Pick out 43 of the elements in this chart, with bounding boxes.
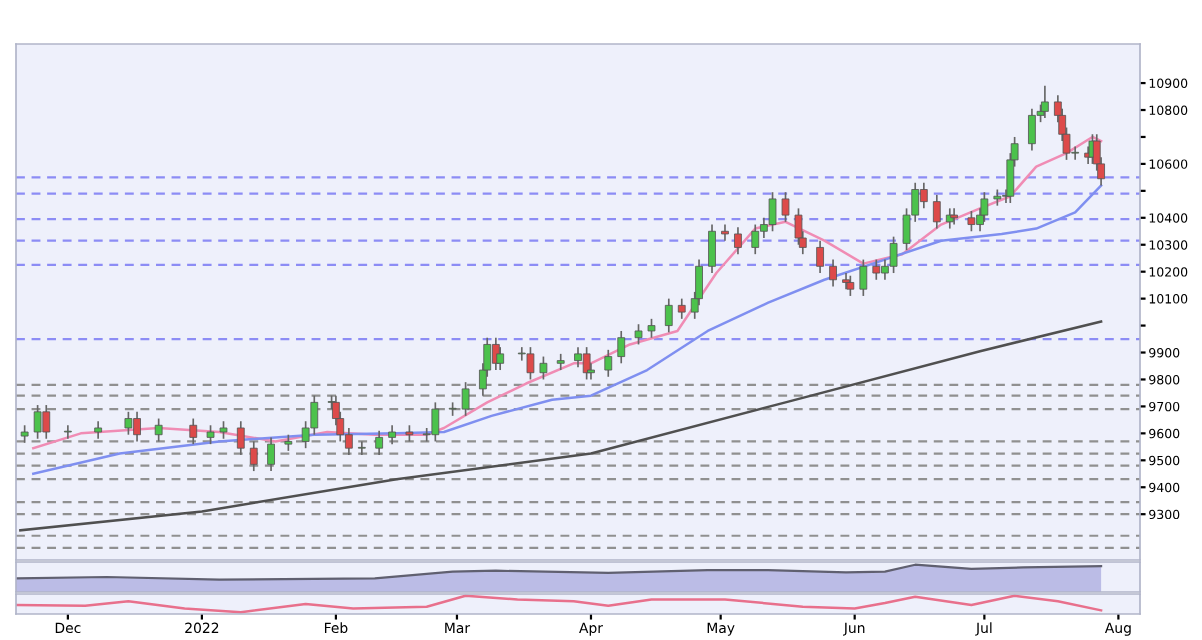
candlestick <box>357 440 366 456</box>
candlestick <box>42 404 51 440</box>
line-series <box>32 184 1103 476</box>
candlestick <box>461 381 470 417</box>
candlestick <box>206 424 215 445</box>
candlestick <box>189 417 198 445</box>
candlestick <box>33 404 42 440</box>
candlestick <box>64 424 72 440</box>
candlestick <box>375 429 384 456</box>
candlestick <box>816 239 824 274</box>
candlestick <box>154 417 163 443</box>
candlestick <box>932 194 941 230</box>
candlestick <box>889 235 898 274</box>
candlestick <box>859 258 868 297</box>
candlestick <box>768 191 777 233</box>
candlestick <box>664 297 673 334</box>
candlestick <box>919 181 928 210</box>
candlestick <box>617 330 626 365</box>
candlestick <box>829 258 837 288</box>
candlestick <box>236 420 245 456</box>
candlestick <box>124 410 133 436</box>
candlestick <box>310 394 319 436</box>
candlestick <box>634 323 643 346</box>
candlestick <box>677 297 686 320</box>
candlestick <box>249 440 258 472</box>
candlestick <box>539 355 548 381</box>
candlestick <box>794 207 803 246</box>
candlestick <box>388 424 396 445</box>
candlestick <box>751 223 760 256</box>
candlestick <box>431 401 440 443</box>
candlestick <box>1041 84 1049 119</box>
candlestick <box>980 191 989 223</box>
candlestick <box>496 346 505 371</box>
candlestick <box>267 436 275 472</box>
candlestick <box>604 348 613 378</box>
candlestick <box>967 210 976 233</box>
candlestick <box>734 226 742 256</box>
line-series <box>19 320 1103 532</box>
candlestick <box>526 346 535 381</box>
candlestick <box>781 191 790 223</box>
candlestick <box>708 223 716 274</box>
candlestick <box>872 258 881 281</box>
candlestick <box>647 318 656 339</box>
